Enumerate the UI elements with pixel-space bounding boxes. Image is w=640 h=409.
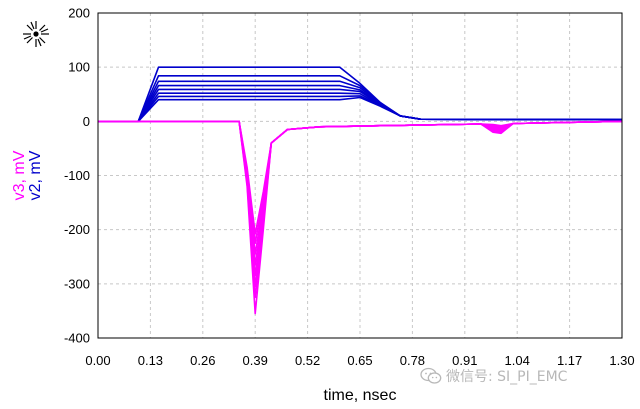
- y-tick-labels: 200 100 0 -100 -200 -300 -400: [64, 6, 90, 346]
- y-tick-label: -300: [64, 276, 90, 291]
- x-tick-label: 0.13: [138, 353, 163, 368]
- x-tick-label: 0.00: [85, 353, 110, 368]
- v2-series-line: [98, 96, 623, 123]
- plot-frame: [97, 12, 623, 339]
- x-tick-label: 1.30: [609, 353, 634, 368]
- x-tick-labels: 0.00 0.13 0.26 0.39 0.52 0.65 0.78 0.91 1.04 1.17…: [85, 353, 634, 368]
- y-tick-label: -200: [64, 222, 90, 237]
- x-tick-label: 0.65: [347, 353, 372, 368]
- x-tick-label: 0.39: [243, 353, 268, 368]
- y-tick-label: 100: [68, 60, 90, 75]
- grid-lines: [97, 12, 623, 339]
- x-tick-label: 1.17: [557, 353, 582, 368]
- y-tick-label: -400: [64, 331, 90, 346]
- y-axis-title: v3, mV: [11, 150, 28, 200]
- x-tick-label: 0.78: [400, 353, 425, 368]
- y-axis-title: v2, mV: [27, 150, 44, 200]
- keysight-starburst-logo-icon: [23, 21, 49, 47]
- wechat-icon: [420, 367, 442, 384]
- v3-series-line: [98, 120, 623, 277]
- y-tick-label: -100: [64, 168, 90, 183]
- y-tick-label: 0: [83, 114, 90, 129]
- y-tick-label: 200: [68, 6, 90, 21]
- y-axis-titles: v3, mV v2, mV: [11, 150, 44, 200]
- series-layer: [98, 66, 623, 315]
- watermark-text: 微信号: SI_PI_EMC: [446, 369, 568, 385]
- x-tick-label: 1.04: [505, 353, 530, 368]
- x-axis-title: time, nsec: [324, 387, 397, 404]
- x-tick-label: 0.26: [190, 353, 215, 368]
- watermark: 微信号: SI_PI_EMC: [420, 366, 567, 386]
- v3-series-line: [98, 120, 623, 235]
- x-tick-label: 0.52: [295, 353, 320, 368]
- x-tick-label: 0.91: [452, 353, 477, 368]
